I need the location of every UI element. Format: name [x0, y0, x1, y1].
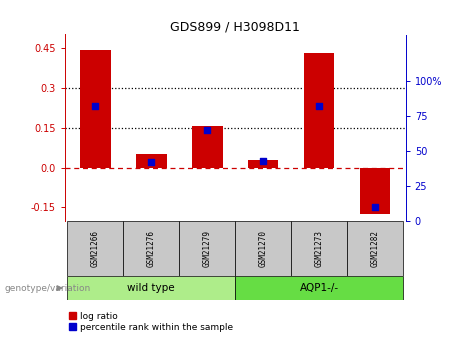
Text: GSM21279: GSM21279 — [203, 230, 212, 267]
Bar — [248, 160, 278, 168]
Text: wild type: wild type — [127, 283, 175, 293]
Bar — [235, 221, 291, 276]
Point — [371, 204, 378, 209]
Bar — [179, 221, 235, 276]
Bar — [67, 276, 235, 300]
Bar — [192, 126, 223, 168]
Bar — [80, 50, 111, 168]
Point — [148, 159, 155, 165]
Bar — [123, 221, 179, 276]
Bar — [291, 221, 347, 276]
Text: genotype/variation: genotype/variation — [5, 284, 91, 293]
Bar — [347, 221, 403, 276]
Title: GDS899 / H3098D11: GDS899 / H3098D11 — [170, 20, 300, 33]
Point — [203, 127, 211, 133]
Text: GSM21273: GSM21273 — [314, 230, 324, 267]
Bar — [235, 276, 403, 300]
Text: GSM21276: GSM21276 — [147, 230, 156, 267]
Text: AQP1-/-: AQP1-/- — [300, 283, 338, 293]
Text: GSM21270: GSM21270 — [259, 230, 267, 267]
Point — [315, 104, 323, 109]
Legend: log ratio, percentile rank within the sample: log ratio, percentile rank within the sa… — [69, 312, 233, 332]
Bar — [304, 53, 334, 168]
Point — [92, 104, 99, 109]
Text: GSM21282: GSM21282 — [371, 230, 379, 267]
Bar — [67, 221, 123, 276]
Bar — [360, 168, 390, 214]
Text: GSM21266: GSM21266 — [91, 230, 100, 267]
Point — [260, 158, 267, 164]
Bar — [136, 154, 166, 168]
